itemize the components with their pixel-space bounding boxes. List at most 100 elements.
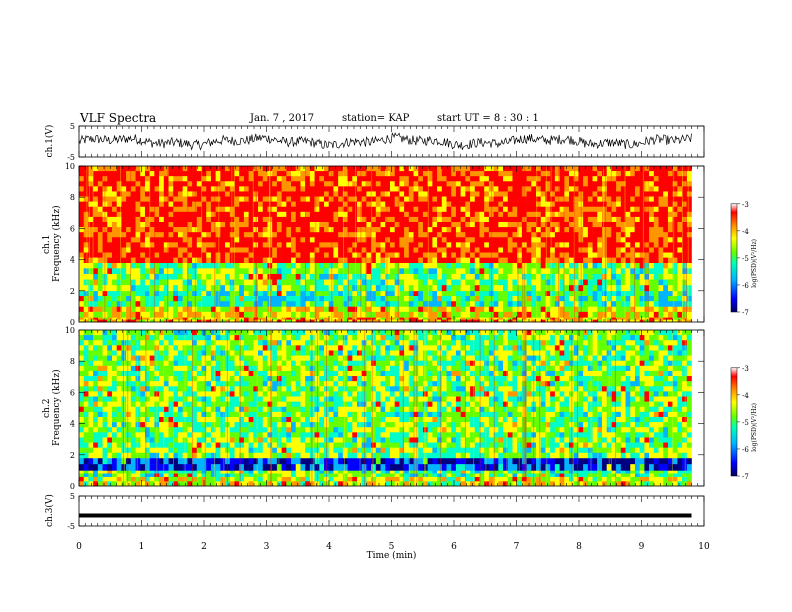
spectrogram-cell xyxy=(262,268,268,275)
spectrogram-cell xyxy=(375,171,381,177)
spectrogram-cell xyxy=(111,317,117,320)
spectrogram-cell xyxy=(149,242,155,248)
spectrogram-cell xyxy=(587,211,593,218)
spectrogram-cell xyxy=(116,176,122,182)
spectrogram-cell xyxy=(493,268,499,275)
spectrogram-cell xyxy=(667,237,673,243)
spectrogram-cell xyxy=(239,227,245,233)
spectrogram-cell xyxy=(460,176,466,182)
spectrogram-cell xyxy=(83,470,89,474)
spectrogram-cell xyxy=(342,201,348,208)
spectrogram-cell xyxy=(540,196,546,202)
spectrogram-cell xyxy=(201,296,207,302)
spectrogram-cell xyxy=(474,470,480,474)
spectrogram-cell xyxy=(314,221,320,228)
spectrogram-cell xyxy=(314,273,320,280)
spectrogram-cell xyxy=(545,296,551,302)
spectrogram-cell xyxy=(587,201,593,208)
spectrogram-cell xyxy=(83,481,89,487)
spectrogram-cell xyxy=(83,166,89,172)
spectrogram-cell xyxy=(239,473,245,477)
spectrogram-cell xyxy=(225,247,231,253)
spectrogram-cell xyxy=(126,166,132,172)
spectrogram-cell xyxy=(309,227,315,233)
spectrogram-cell xyxy=(550,476,556,482)
spectrogram-cell xyxy=(309,273,315,280)
spectrogram-cell xyxy=(88,290,94,297)
spectrogram-cell xyxy=(550,201,556,208)
spectrogram-cell xyxy=(389,232,395,238)
spectrogram-cell xyxy=(479,216,485,223)
spectrogram-cell xyxy=(267,290,273,297)
spectrogram-cell xyxy=(102,470,108,474)
spectrogram-cell xyxy=(182,301,188,307)
spectrogram-cell xyxy=(107,306,113,313)
spectrogram-cell xyxy=(305,476,311,482)
spectrogram-streak xyxy=(642,166,644,322)
spectrogram-cell xyxy=(404,301,410,307)
spectrogram-cell xyxy=(389,257,395,264)
spectrogram-cell xyxy=(455,296,461,302)
spectrogram-cell xyxy=(281,252,287,258)
spectrogram-cell xyxy=(418,476,424,482)
spectrogram-cell xyxy=(667,311,673,318)
spectrogram-cell xyxy=(611,247,617,253)
spectrogram-cell xyxy=(192,252,198,258)
spectrogram-cell xyxy=(276,306,282,313)
spectrogram-cell xyxy=(154,232,160,238)
spectrogram-cell xyxy=(130,252,136,258)
spectrogram-cell xyxy=(540,296,546,302)
spectrogram-cell xyxy=(324,317,330,320)
spectrogram-cell xyxy=(540,242,546,248)
spectrogram-cell xyxy=(159,227,165,233)
spectrogram-cell xyxy=(177,473,183,477)
spectrogram-cell xyxy=(253,273,259,280)
spectrogram-streak xyxy=(347,166,349,322)
spectrogram-cell xyxy=(422,252,428,258)
spectrogram-cell xyxy=(536,166,542,172)
spectrogram-cell xyxy=(620,186,626,192)
spectrogram-cell xyxy=(88,470,94,474)
spectrogram-cell xyxy=(276,296,282,302)
spectrogram-cell xyxy=(215,206,221,213)
spectrogram-cell xyxy=(677,306,683,313)
spectrogram-cell xyxy=(446,206,452,213)
spectrogram-cell xyxy=(536,306,542,313)
spectrogram-cell xyxy=(88,481,94,487)
spectrogram-cell xyxy=(88,279,94,286)
spectrogram-cell xyxy=(102,473,108,477)
spectrogram-cell xyxy=(404,242,410,248)
spectrogram-cell xyxy=(399,481,405,487)
spectrogram-cell xyxy=(102,481,108,487)
spectrogram-cell xyxy=(338,306,344,313)
spectrogram-cell xyxy=(168,247,174,253)
spectrogram-cell xyxy=(234,317,240,320)
spectrogram-cell xyxy=(672,191,678,197)
spectrogram-cell xyxy=(107,232,113,238)
spectrogram-streak xyxy=(154,166,156,322)
spectrogram-cell xyxy=(272,268,278,275)
spectrogram-cell xyxy=(380,306,386,313)
spectrogram-cell xyxy=(616,166,622,172)
ch1-waveform xyxy=(78,132,692,151)
spectrogram-cell xyxy=(569,221,575,228)
spectrogram-cell xyxy=(536,319,542,323)
spectrogram-cell xyxy=(503,242,509,248)
spectrogram-cell xyxy=(126,306,132,313)
spectrogram-cell xyxy=(526,296,532,302)
spectrogram-cell xyxy=(187,311,193,318)
spectrogram-cell xyxy=(498,171,504,177)
spectrogram-cell xyxy=(352,317,358,320)
spectrogram-cell xyxy=(201,191,207,197)
spectrogram-cell xyxy=(653,211,659,218)
spectrogram-cell xyxy=(281,196,287,202)
spectrogram-cell xyxy=(488,186,494,192)
spectrogram-cell xyxy=(154,242,160,248)
spectrogram-cell xyxy=(168,166,174,172)
spectrogram-cell xyxy=(328,252,334,258)
spectrogram-cell xyxy=(526,181,532,187)
spectrogram-cell xyxy=(342,237,348,243)
spectrogram-cell xyxy=(399,319,405,323)
spectrogram-cell xyxy=(385,247,391,253)
spectrogram-cell xyxy=(243,279,249,286)
